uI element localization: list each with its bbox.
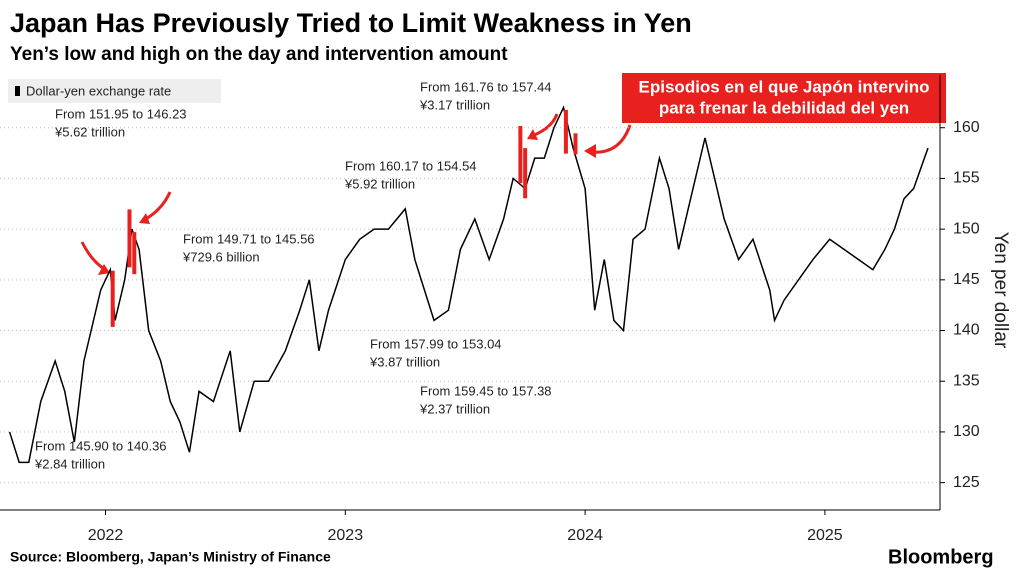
arrowhead [98,264,110,275]
callout-box [622,73,946,123]
annotation-label: From 157.99 to 153.04 [370,336,502,351]
annotation-amount: ¥2.37 trillion [419,401,490,416]
y-axis-label: Yen per dollar [990,232,1011,349]
arrowhead [527,129,538,140]
annotation-amount: ¥3.17 trillion [419,97,490,112]
annotation-label: From 160.17 to 154.54 [345,158,477,173]
brand: Bloomberg [888,546,994,568]
y-tick-label: 135 [953,372,980,389]
annotation-amount: ¥3.87 trillion [369,354,440,369]
series-line [8,105,929,464]
arrowhead [584,144,596,158]
annotation-label: From 151.95 to 146.23 [55,106,187,121]
legend-label: Dollar-yen exchange rate [26,83,171,98]
x-tick-label: 2024 [567,527,603,544]
arrowheads [98,129,596,275]
annotation-amount: ¥2.84 trillion [34,456,105,471]
legend-box [8,79,221,103]
callout-text: Episodios en el que Japón intervino [639,77,930,96]
y-tick-label: 125 [953,474,980,491]
chart-title: Japan Has Previously Tried to Limit Weak… [10,8,692,38]
chart-subtitle: Yen’s low and high on the day and interv… [10,44,508,65]
arrow [80,241,107,272]
annotation-label: From 161.76 to 157.44 [420,79,552,94]
annotation-amount: ¥5.92 trillion [344,176,415,191]
arrows [80,113,632,272]
source: Source: Bloomberg, Japan’s Ministry of F… [10,549,331,565]
arrow [143,191,172,222]
arrowhead [139,213,150,224]
annotation-amount: ¥5.62 trillion [54,124,125,139]
x-tick-label: 2023 [328,527,364,544]
annotation-amount: ¥729.6 billion [182,249,260,264]
annotation-label: From 159.45 to 157.38 [420,383,552,398]
y-tick-label: 150 [953,220,980,237]
y-tick-label: 145 [953,271,980,288]
annotation-label: From 145.90 to 140.36 [35,438,167,453]
x-tick-label: 2025 [807,527,843,544]
y-tick-label: 140 [953,322,980,339]
y-tick-label: 155 [953,170,980,187]
callout-text: para frenar la debilidad del yen [659,98,909,117]
arrow [531,113,559,138]
legend-swatch [15,86,20,96]
y-tick-label: 160 [953,119,980,136]
y-tick-label: 130 [953,423,980,440]
x-tick-label: 2022 [88,527,124,544]
annotation-label: From 149.71 to 145.56 [183,231,315,246]
